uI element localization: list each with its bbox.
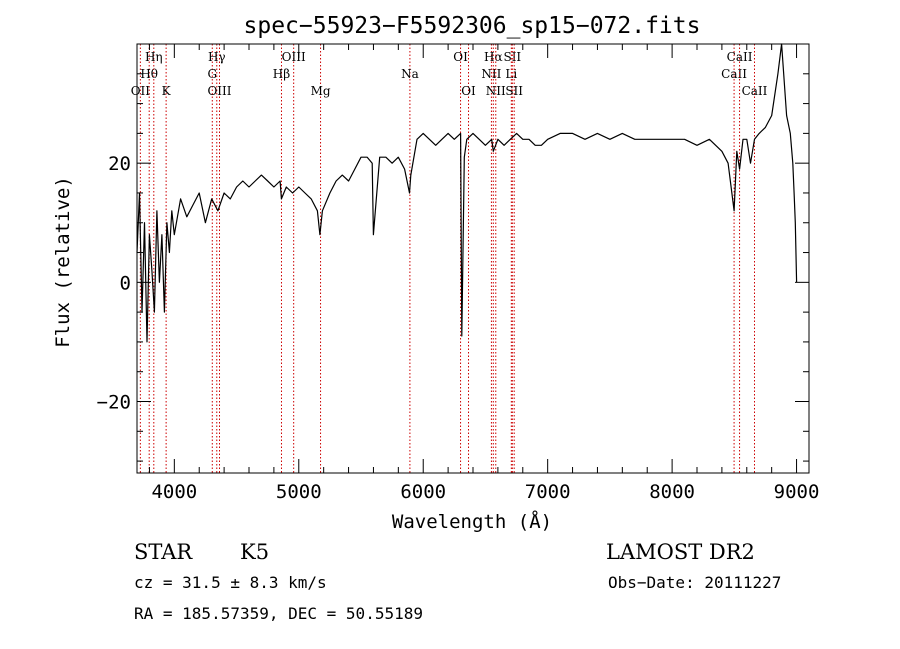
x-tick-label: 7000 (525, 481, 571, 503)
ra-dec: RA = 185.57359, DEC = 50.55189 (134, 604, 423, 623)
line-marker-label: NII (486, 84, 506, 98)
line-marker-label: NII (481, 67, 501, 81)
x-tick-label: 9000 (774, 481, 820, 503)
line-marker-label: Hβ (273, 67, 290, 81)
object-subclass: K5 (240, 540, 269, 564)
line-marker-label: CaII (727, 50, 753, 64)
line-markers: OII Hθ Hη K G Hγ OIII Hβ OIII Mg Na OI OI NII Hα NII Li S… (131, 44, 768, 473)
observation-date: Obs−Date: 20111227 (608, 573, 781, 592)
line-marker-label: CaII (721, 67, 747, 81)
plot-frame (136, 43, 810, 474)
line-marker-label: Hα (484, 50, 503, 64)
x-tick-label: 8000 (649, 481, 695, 503)
spectrum-line (136, 43, 798, 343)
y-tick-label: 20 (108, 153, 131, 175)
line-marker-label: Mg (311, 84, 331, 98)
y-axis-label: Flux (relative) (52, 176, 74, 348)
line-marker-label: Na (401, 67, 419, 81)
object-class: STAR (134, 540, 193, 564)
line-marker-label: OIII (282, 50, 306, 64)
line-marker-label: Hγ (208, 50, 226, 64)
x-tick-label: 4000 (151, 481, 197, 503)
redshift-cz: cz = 31.5 ± 8.3 km/s (134, 573, 327, 592)
x-axis-label: Wavelength (Å) (392, 510, 552, 533)
survey-name: LAMOST DR2 (606, 540, 755, 564)
line-marker-label: OI (461, 84, 476, 98)
line-marker-label: SII (503, 50, 521, 64)
line-marker-label: SII (505, 84, 523, 98)
x-tick-label: 6000 (400, 481, 446, 503)
line-marker-label: G (207, 67, 217, 81)
line-marker-label: Hθ (140, 67, 158, 81)
line-marker-label: OII (131, 84, 151, 98)
x-tick-label: 5000 (276, 481, 322, 503)
line-marker-label: K (162, 84, 172, 98)
axes: 4000 5000 6000 7000 8000 9000 −20 0 20 (97, 44, 820, 503)
chart-title: spec−55923−F5592306_sp15−072.fits (244, 13, 701, 39)
line-marker-label: Li (505, 67, 517, 81)
spectrum-series (136, 43, 798, 343)
line-marker-label: OIII (207, 84, 231, 98)
line-marker-label: OI (453, 50, 468, 64)
line-marker-label: Hη (145, 50, 163, 64)
y-tick-label: 0 (120, 272, 131, 294)
line-marker-label: CaII (742, 84, 768, 98)
y-tick-label: −20 (97, 392, 131, 414)
